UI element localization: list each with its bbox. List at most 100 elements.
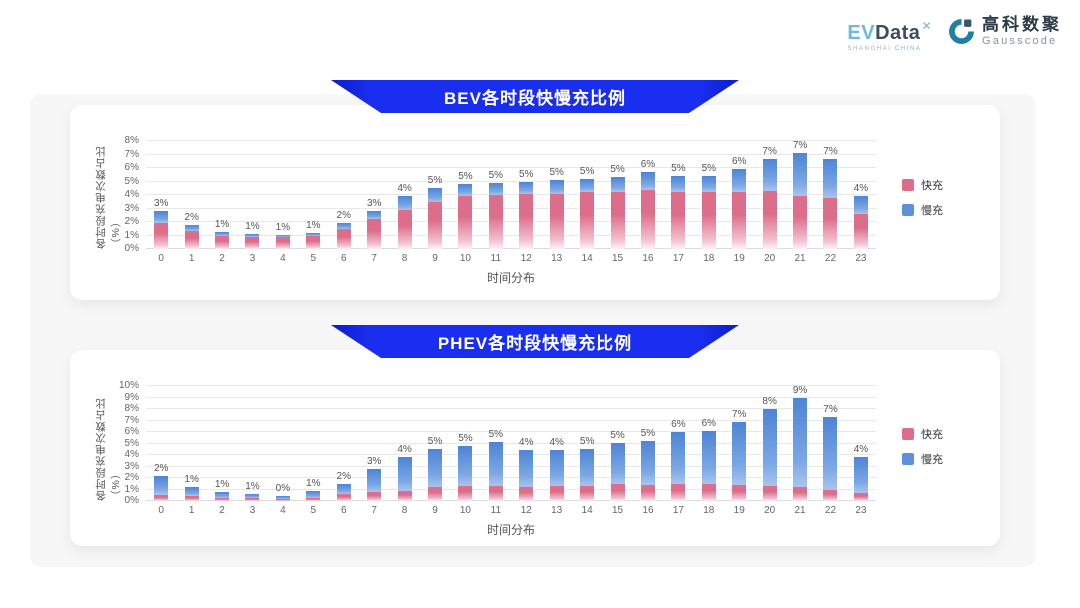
fast-charge-segment bbox=[823, 489, 838, 501]
slow-charge-segment bbox=[549, 180, 564, 194]
report-panel: BEV各时段快慢充比例 各时段充电次数占比（%） 0% 1% 2% 3% 4% 5% 6% 7… bbox=[30, 94, 1036, 567]
bev-x-axis-title: 时间分布 bbox=[486, 271, 535, 285]
bev-chart-card: BEV各时段快慢充比例 各时段充电次数占比（%） 0% 1% 2% 3% 4% 5% 6% 7… bbox=[70, 105, 1000, 300]
x-tick-label: 23 bbox=[855, 253, 867, 264]
bar-total-label: 1% bbox=[306, 478, 321, 490]
slow-charge-segment bbox=[154, 211, 169, 224]
gausscode-cn: 高科数聚 bbox=[982, 15, 1062, 34]
bar-total-label: 7% bbox=[792, 140, 808, 152]
x-tick-label: 15 bbox=[611, 505, 624, 516]
slow-charge-segment bbox=[671, 176, 686, 193]
fast-charge-segment bbox=[519, 193, 534, 249]
bar-6: 2% bbox=[329, 141, 359, 249]
x-tick-label: 13 bbox=[551, 253, 563, 264]
legend-item-慢充[interactable]: 慢充 bbox=[902, 202, 980, 218]
bar-total-label: 5% bbox=[488, 169, 504, 181]
bar-6: 2% bbox=[329, 386, 359, 501]
bar-total-label: 0% bbox=[275, 482, 291, 494]
bar-3: 1% bbox=[237, 386, 267, 501]
fast-charge-segment bbox=[732, 484, 747, 501]
bar-total-label: 1% bbox=[245, 481, 260, 493]
bar-22: 7% bbox=[815, 386, 845, 501]
bar-14: 5% bbox=[572, 386, 602, 501]
phev-x-axis-title: 时间分布 bbox=[486, 523, 535, 537]
x-tick-label: 14 bbox=[581, 253, 593, 264]
gridline bbox=[146, 221, 876, 222]
y-tick-label: 6% bbox=[124, 162, 139, 173]
fast-charge-segment bbox=[336, 494, 351, 501]
bar-16: 5% bbox=[633, 386, 663, 501]
y-tick-label: 1% bbox=[124, 229, 139, 241]
bar-total-label: 8% bbox=[762, 396, 777, 407]
y-tick-label: 3% bbox=[124, 460, 139, 472]
bar-total-label: 1% bbox=[214, 218, 230, 230]
x-tick-label: 0 bbox=[158, 253, 164, 264]
fast-charge-segment bbox=[245, 236, 260, 249]
slow-charge-segment bbox=[671, 431, 686, 484]
bev-bars-layer: 3% 2% 1% 1% 1% 1% 2% 3% 4% 5% 5% 5% 5% 5% 5% 5% 6% 5% 5% 6%… bbox=[146, 141, 876, 249]
y-tick-label: 10% bbox=[118, 380, 139, 391]
phev-bars-layer: 2% 1% 1% 1% 0% 1% 2% 3% 4% 5% 5% 5% 4% 4% 5% 5% 5% 6% 6% 7%… bbox=[146, 386, 876, 501]
slow-charge-segment bbox=[519, 450, 534, 488]
x-tick-label: 1 bbox=[188, 505, 195, 516]
bar-total-label: 1% bbox=[306, 219, 321, 231]
gausscode-en: Gausscode bbox=[982, 34, 1058, 47]
y-tick-label: 5% bbox=[124, 175, 139, 187]
slow-charge-segment bbox=[367, 468, 382, 492]
bar-0: 3% bbox=[146, 141, 176, 249]
x-tick-label: 12 bbox=[520, 253, 532, 264]
phev-x-axis-ticks: 0 1 2 3 4 5 6 7 8 9 10 11 12 13 14 15 16 17 18 19 20 21 22 23 bbox=[146, 505, 876, 516]
legend-item-快充[interactable]: 快充 bbox=[902, 177, 980, 193]
legend-swatch bbox=[902, 427, 914, 440]
slow-charge-segment bbox=[549, 450, 564, 486]
x-tick-label: 21 bbox=[794, 253, 806, 264]
fast-charge-segment bbox=[275, 498, 290, 501]
legend-label: 快充 bbox=[921, 180, 943, 192]
slow-charge-segment bbox=[762, 409, 777, 486]
fast-charge-segment bbox=[701, 483, 716, 501]
evdata-wordmark: EVData✕ bbox=[847, 20, 932, 43]
fast-charge-segment bbox=[519, 487, 534, 501]
fast-charge-segment bbox=[549, 486, 564, 501]
legend-label: 慢充 bbox=[921, 453, 943, 466]
evdata-x-icon: ✕ bbox=[921, 19, 932, 33]
fast-charge-segment bbox=[397, 209, 412, 249]
legend-item-慢充[interactable]: 慢充 bbox=[902, 451, 980, 467]
gridline bbox=[146, 500, 876, 501]
gridline bbox=[146, 234, 876, 236]
bar-4: 1% bbox=[268, 141, 298, 249]
slow-charge-segment bbox=[215, 231, 230, 236]
y-tick-label: 7% bbox=[124, 148, 139, 160]
bar-total-label: 2% bbox=[184, 211, 199, 223]
x-tick-label: 23 bbox=[855, 505, 867, 516]
slow-charge-segment bbox=[732, 421, 747, 485]
bar-total-label: 5% bbox=[458, 171, 473, 183]
gridline bbox=[146, 431, 876, 432]
slow-charge-segment bbox=[428, 449, 442, 488]
bar-total-label: 7% bbox=[732, 408, 747, 420]
bar-15: 5% bbox=[602, 386, 632, 501]
bar-total-label: 9% bbox=[792, 385, 808, 396]
bev-chart: 各时段充电次数占比（%） 0% 1% 2% 3% 4% 5% 6% 7% 8% 3% 2% 1% 1%… bbox=[95, 135, 980, 286]
x-tick-label: 19 bbox=[733, 253, 745, 264]
fast-charge-segment bbox=[610, 192, 625, 249]
fast-charge-segment bbox=[245, 498, 260, 501]
bar-total-label: 4% bbox=[549, 437, 564, 449]
slow-charge-segment bbox=[519, 181, 534, 194]
phev-plot-column: 2% 1% 1% 1% 0% 1% 2% 3% 4% 5% 5% 5% 4% 4% 5% 5% 5% 6% 6% 7%… bbox=[146, 385, 876, 538]
bar-14: 5% bbox=[572, 141, 602, 249]
bar-5: 1% bbox=[298, 386, 328, 501]
legend-item-快充[interactable]: 快充 bbox=[902, 426, 980, 442]
bev-plot-area: 3% 2% 1% 1% 1% 1% 2% 3% 4% 5% 5% 5% 5% 5% 5% 5% 6% 5% 5% 6%… bbox=[146, 140, 876, 249]
x-tick-label: 17 bbox=[672, 505, 684, 516]
bar-total-label: 3% bbox=[366, 455, 382, 467]
fast-charge-segment bbox=[458, 196, 473, 249]
bev-chart-title: BEV各时段快慢充比例 bbox=[444, 89, 626, 108]
x-tick-label: 6 bbox=[340, 253, 347, 264]
slow-charge-segment bbox=[793, 153, 808, 197]
slow-charge-segment bbox=[701, 430, 716, 484]
gridline bbox=[146, 180, 876, 182]
bar-total-label: 6% bbox=[732, 156, 747, 168]
x-tick-label: 4 bbox=[280, 253, 286, 264]
